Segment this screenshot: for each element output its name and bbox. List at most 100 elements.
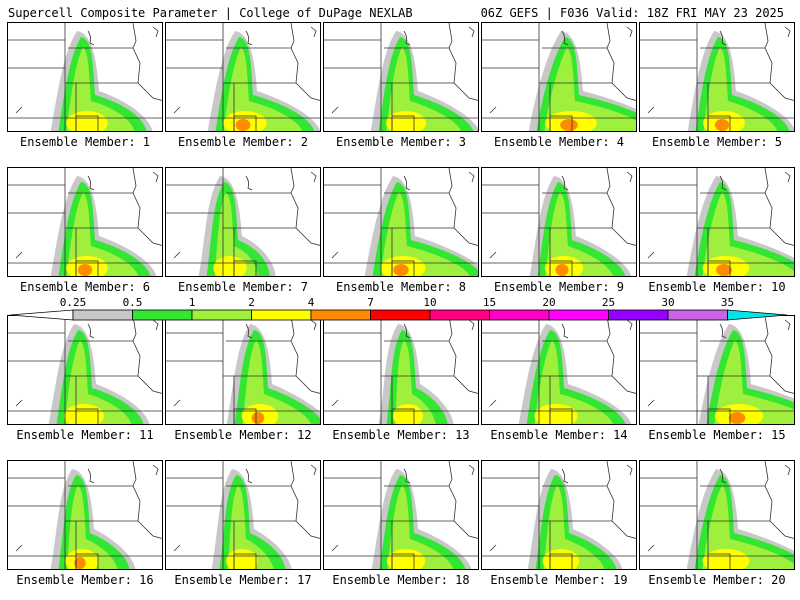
scp-contours bbox=[50, 31, 153, 131]
colorbar-tick-label: 2 bbox=[248, 296, 255, 309]
state-borders bbox=[482, 461, 636, 569]
scp-map bbox=[166, 23, 320, 131]
colorbar-low-arrow bbox=[10, 309, 74, 321]
state-borders bbox=[482, 23, 636, 131]
ensemble-member-label: Ensemble Member: 10 bbox=[648, 280, 786, 294]
scp-contours bbox=[370, 31, 478, 131]
colorbar-legend: 0.25 0.5 1 2 4 7 10 15 20 25 30 35 bbox=[10, 296, 790, 322]
state-borders bbox=[640, 461, 794, 569]
state-borders bbox=[482, 316, 636, 424]
colorbar-tick-label: 20 bbox=[542, 296, 556, 309]
state-borders bbox=[324, 461, 478, 569]
ensemble-member-label: Ensemble Member: 5 bbox=[651, 135, 783, 149]
scp-map bbox=[324, 23, 478, 131]
scp-contours bbox=[698, 324, 794, 424]
ensemble-member-label: Ensemble Member: 17 bbox=[174, 573, 312, 587]
colorbar-segment bbox=[191, 309, 252, 321]
ensemble-map-panel bbox=[639, 22, 795, 132]
ensemble-map-panel bbox=[481, 460, 637, 570]
scp-map bbox=[482, 316, 636, 424]
ensemble-member-label: Ensemble Member: 16 bbox=[16, 573, 154, 587]
scp-contours bbox=[364, 176, 478, 276]
ensemble-map-panel bbox=[639, 167, 795, 277]
scp-contours bbox=[687, 31, 794, 131]
colorbar-tick-label: 35 bbox=[720, 296, 735, 309]
ensemble-map-panel bbox=[165, 315, 321, 425]
ensemble-map-panel bbox=[7, 460, 163, 570]
scp-map bbox=[482, 461, 636, 569]
ensemble-member-label: Ensemble Member: 6 bbox=[19, 280, 151, 294]
colorbar-tick-label: 10 bbox=[423, 296, 437, 309]
colorbar-segment bbox=[310, 309, 371, 321]
scp-contours bbox=[528, 31, 636, 131]
ensemble-member-label: Ensemble Member: 3 bbox=[335, 135, 467, 149]
ensemble-member-label: Ensemble Member: 7 bbox=[177, 280, 309, 294]
scp-contours bbox=[50, 176, 157, 276]
run-info: 06Z GEFS | F036 Valid: 18Z FRI MAY 23 20… bbox=[480, 6, 784, 20]
state-borders bbox=[8, 168, 162, 276]
scp-contours bbox=[686, 469, 794, 569]
state-borders bbox=[640, 23, 794, 131]
state-borders bbox=[324, 23, 478, 131]
scp-map bbox=[8, 316, 162, 424]
scp-contours bbox=[207, 31, 320, 131]
colorbar-tick-label: 0.5 bbox=[122, 296, 143, 309]
scp-contours bbox=[378, 324, 454, 424]
ensemble-member-label: Ensemble Member: 12 bbox=[174, 428, 312, 442]
page-title: Supercell Composite Parameter | College … bbox=[8, 6, 413, 20]
scp-contours bbox=[198, 176, 276, 276]
colorbar-segment bbox=[251, 309, 312, 321]
ensemble-map-panel bbox=[639, 460, 795, 570]
scp-map bbox=[324, 316, 478, 424]
state-borders bbox=[324, 316, 478, 424]
scp-map bbox=[8, 23, 162, 131]
scp-map bbox=[640, 461, 794, 569]
scp-map bbox=[8, 168, 162, 276]
ensemble-member-label: Ensemble Member: 9 bbox=[493, 280, 625, 294]
scp-map bbox=[640, 168, 794, 276]
ensemble-map-panel bbox=[639, 315, 795, 425]
state-borders bbox=[166, 168, 320, 276]
colorbar-scale bbox=[10, 309, 788, 321]
scp-map bbox=[482, 23, 636, 131]
ensemble-map-panel bbox=[323, 167, 479, 277]
colorbar-tick-label: 0.25 bbox=[59, 296, 87, 309]
scp-map bbox=[640, 316, 794, 424]
scp-map bbox=[324, 461, 478, 569]
scp-map bbox=[640, 23, 794, 131]
ensemble-map-panel bbox=[323, 22, 479, 132]
ensemble-member-label: Ensemble Member: 19 bbox=[490, 573, 628, 587]
colorbar-segment bbox=[489, 309, 550, 321]
scp-map bbox=[482, 168, 636, 276]
ensemble-map-panel bbox=[7, 167, 163, 277]
state-borders bbox=[324, 168, 478, 276]
ensemble-member-label: Ensemble Member: 2 bbox=[177, 135, 309, 149]
ensemble-map-panel bbox=[7, 315, 163, 425]
ensemble-map-panel bbox=[481, 22, 637, 132]
state-borders bbox=[640, 168, 794, 276]
colorbar-segment bbox=[667, 309, 728, 321]
state-borders bbox=[166, 316, 320, 424]
colorbar-segment bbox=[548, 309, 609, 321]
ensemble-member-label: Ensemble Member: 13 bbox=[332, 428, 470, 442]
colorbar-tick-label: 7 bbox=[367, 296, 374, 309]
ensemble-member-label: Ensemble Member: 14 bbox=[490, 428, 628, 442]
state-borders bbox=[482, 168, 636, 276]
state-borders bbox=[8, 461, 162, 569]
colorbar-segment bbox=[608, 309, 669, 321]
ensemble-map-panel bbox=[165, 22, 321, 132]
state-borders bbox=[640, 316, 794, 424]
ensemble-member-label: Ensemble Member: 15 bbox=[648, 428, 786, 442]
colorbar-tick-label: 25 bbox=[601, 296, 616, 309]
ensemble-member-label: Ensemble Member: 11 bbox=[16, 428, 154, 442]
colorbar-tick-label: 30 bbox=[661, 296, 675, 309]
scp-map bbox=[8, 461, 162, 569]
state-borders bbox=[166, 23, 320, 131]
scp-contours bbox=[48, 324, 150, 424]
ensemble-map-panel bbox=[481, 167, 637, 277]
scp-map bbox=[166, 316, 320, 424]
scp-map bbox=[166, 168, 320, 276]
scp-map bbox=[166, 461, 320, 569]
state-borders bbox=[166, 461, 320, 569]
ensemble-member-label: Ensemble Member: 18 bbox=[332, 573, 470, 587]
